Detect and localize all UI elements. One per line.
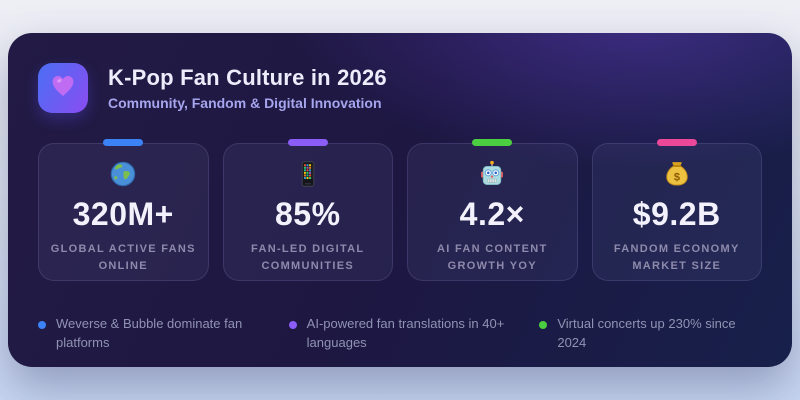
accent-bar bbox=[103, 139, 144, 146]
page-title: K-Pop Fan Culture in 2026 bbox=[108, 65, 387, 90]
bullet-dot-icon bbox=[38, 321, 46, 329]
app-icon bbox=[38, 63, 88, 113]
svg-text:$: $ bbox=[674, 172, 680, 184]
stat-value: 85% bbox=[274, 196, 341, 232]
highlight-ai-translations: AI-powered fan translations in 40+ langu… bbox=[288, 315, 512, 353]
accent-bar bbox=[472, 139, 513, 146]
stat-label: GLOBAL ACTIVE FANS ONLINE bbox=[50, 243, 196, 272]
earth-globe-icon bbox=[109, 159, 137, 189]
bullet-dot-icon bbox=[288, 321, 297, 329]
robot-icon bbox=[478, 159, 506, 189]
stat-card-ai-growth: 4.2× AI FAN CONTENT GROWTH YOY bbox=[407, 139, 578, 281]
stat-value: 320M+ bbox=[72, 196, 174, 232]
infographic-card: K-Pop Fan Culture in 2026 Community, Fan… bbox=[8, 33, 792, 367]
stat-label: FAN-LED DIGITAL COMMUNITIES bbox=[251, 243, 365, 272]
stat-card-digital-communities: 85% FAN-LED DIGITAL COMMUNITIES bbox=[222, 139, 393, 281]
stat-card-fandom-economy: $ $9.2B FANDOM ECONOMY MARKET SIZE bbox=[591, 139, 762, 281]
accent-bar bbox=[287, 139, 328, 146]
stat-label: FANDOM ECONOMY MARKET SIZE bbox=[613, 243, 740, 272]
purple-heart-icon bbox=[50, 73, 76, 104]
money-bag-icon: $ bbox=[663, 159, 691, 189]
accent-bar bbox=[656, 139, 697, 146]
stat-label: AI FAN CONTENT GROWTH YOY bbox=[437, 243, 548, 272]
highlight-weverse-bubble: Weverse & Bubble dominate fan platforms bbox=[38, 315, 261, 353]
stat-value: $9.2B bbox=[632, 196, 721, 232]
header-text: K-Pop Fan Culture in 2026 Community, Fan… bbox=[108, 65, 387, 111]
bullet-dot-icon bbox=[539, 321, 548, 329]
stat-value: 4.2× bbox=[459, 196, 525, 232]
page-subtitle: Community, Fandom & Digital Innovation bbox=[108, 95, 382, 111]
stat-card-global-fans: 320M+ GLOBAL ACTIVE FANS ONLINE bbox=[38, 139, 209, 281]
smartphone-icon bbox=[294, 159, 322, 189]
highlight-text: Virtual concerts up 230% since 2024 bbox=[557, 316, 736, 350]
highlight-text: Weverse & Bubble dominate fan platforms bbox=[56, 316, 243, 350]
highlight-virtual-concerts: Virtual concerts up 230% since 2024 bbox=[539, 315, 762, 353]
stats-row: 320M+ GLOBAL ACTIVE FANS ONLINE 85% bbox=[8, 139, 792, 281]
header: K-Pop Fan Culture in 2026 Community, Fan… bbox=[8, 33, 792, 113]
highlights-row: Weverse & Bubble dominate fan platforms … bbox=[8, 315, 792, 353]
highlight-text: AI-powered fan translations in 40+ langu… bbox=[306, 316, 505, 350]
